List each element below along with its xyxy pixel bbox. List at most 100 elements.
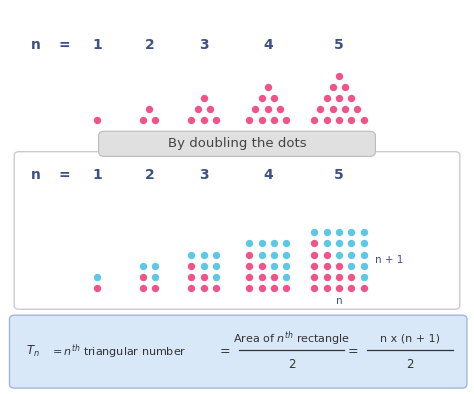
Point (360, 240, 367, 247)
Point (246, 273, 253, 280)
Text: 5: 5 (334, 38, 344, 52)
Point (323, 229, 330, 236)
Point (335, 117, 343, 123)
Point (310, 229, 318, 236)
Text: n x (n + 1): n x (n + 1) (380, 333, 440, 344)
Point (188, 117, 195, 123)
Point (360, 284, 367, 291)
Point (258, 240, 265, 247)
Text: 3: 3 (199, 168, 209, 182)
Point (270, 240, 278, 247)
Point (200, 117, 208, 123)
Point (270, 284, 278, 291)
Point (283, 284, 290, 291)
Point (335, 284, 343, 291)
Point (347, 251, 355, 258)
Point (310, 240, 318, 247)
Point (360, 229, 367, 236)
Point (93, 117, 101, 123)
Point (246, 240, 253, 247)
Point (310, 251, 318, 258)
Point (139, 284, 147, 291)
Point (258, 95, 265, 101)
Point (246, 284, 253, 291)
Point (188, 284, 195, 291)
Text: 1: 1 (92, 168, 102, 182)
Point (360, 262, 367, 269)
Point (200, 95, 208, 101)
Text: =: = (220, 345, 230, 358)
Text: 2: 2 (145, 38, 154, 52)
Point (258, 117, 265, 123)
Text: 1: 1 (92, 38, 102, 52)
Point (139, 117, 147, 123)
Point (188, 251, 195, 258)
Text: 4: 4 (263, 168, 273, 182)
Point (310, 262, 318, 269)
Point (347, 284, 355, 291)
FancyBboxPatch shape (14, 152, 460, 309)
Point (200, 273, 208, 280)
Point (258, 251, 265, 258)
Point (270, 251, 278, 258)
Point (258, 262, 265, 269)
Point (283, 240, 290, 247)
Point (212, 117, 220, 123)
Point (212, 273, 220, 280)
Point (329, 106, 337, 112)
Point (335, 262, 343, 269)
Text: 2: 2 (145, 168, 154, 182)
Point (246, 117, 253, 123)
Point (152, 262, 159, 269)
Point (360, 117, 367, 123)
Point (323, 273, 330, 280)
Point (347, 240, 355, 247)
Point (310, 284, 318, 291)
Point (323, 251, 330, 258)
Point (93, 273, 101, 280)
Point (188, 273, 195, 280)
Text: 4: 4 (263, 38, 273, 52)
Text: By doubling the dots: By doubling the dots (168, 138, 306, 150)
Point (323, 262, 330, 269)
Point (252, 106, 259, 112)
Point (270, 273, 278, 280)
Point (283, 262, 290, 269)
Point (360, 251, 367, 258)
Point (347, 117, 355, 123)
Text: 5: 5 (334, 168, 344, 182)
Text: n + 1: n + 1 (375, 255, 404, 265)
Text: n: n (336, 296, 342, 307)
Point (323, 117, 330, 123)
Point (200, 262, 208, 269)
Text: 2: 2 (406, 358, 414, 371)
Point (258, 284, 265, 291)
Point (200, 284, 208, 291)
Point (212, 284, 220, 291)
Point (283, 251, 290, 258)
Point (283, 117, 290, 123)
Text: =: = (58, 168, 70, 182)
Point (206, 106, 214, 112)
Point (335, 95, 343, 101)
Point (317, 106, 324, 112)
Text: $T_n$: $T_n$ (26, 344, 40, 359)
Point (310, 117, 318, 123)
Point (270, 262, 278, 269)
Point (341, 106, 349, 112)
Point (212, 251, 220, 258)
Point (276, 106, 284, 112)
Point (258, 273, 265, 280)
Point (347, 229, 355, 236)
Point (283, 273, 290, 280)
Point (194, 106, 201, 112)
Point (246, 262, 253, 269)
Point (310, 273, 318, 280)
Point (347, 95, 355, 101)
Point (335, 273, 343, 280)
Point (335, 240, 343, 247)
Point (270, 95, 278, 101)
Text: 3: 3 (199, 38, 209, 52)
Point (335, 73, 343, 79)
Point (152, 117, 159, 123)
